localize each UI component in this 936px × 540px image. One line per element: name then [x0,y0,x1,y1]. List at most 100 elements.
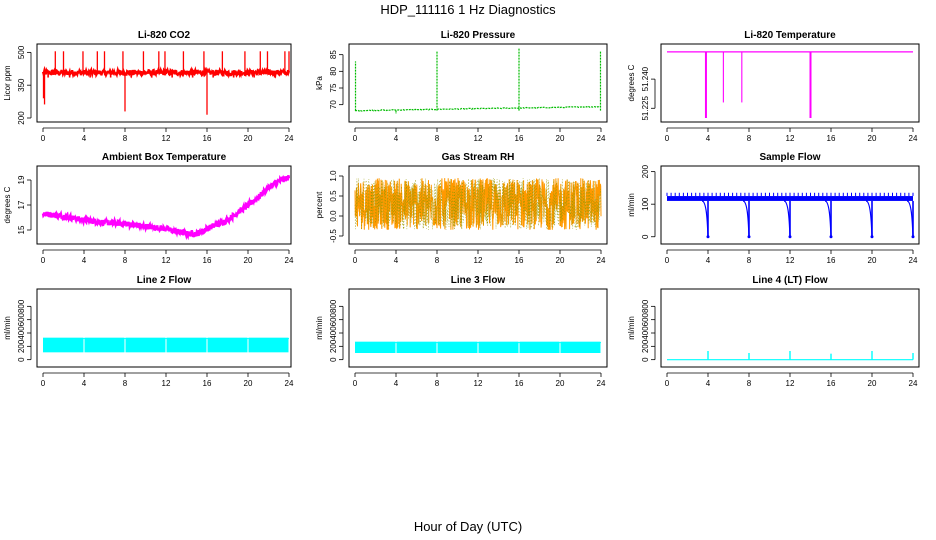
x-tick-label-1: 0 [353,379,358,388]
flow-segment-3 [125,337,166,353]
rh-series [354,177,602,230]
y-tick-label-2: 0.0 [329,210,338,222]
y-tick-label-3: 0.5 [329,190,338,202]
x-tick-label-1: 0 [41,256,46,265]
panel-ylabel: degrees C [627,64,636,101]
panel-frame [36,43,292,123]
x-tick-label-5: 16 [203,256,212,265]
panel-data [41,174,290,241]
flow-segment-2 [396,341,437,353]
x-tick-label-7: 24 [909,256,918,265]
x-tick-label-2: 4 [706,379,711,388]
x-tick-label-2: 4 [82,256,87,265]
x-tick-label-3: 8 [123,134,128,143]
y-tick-label-2: 100 [641,197,650,211]
panel-data [667,51,913,118]
panel-frame [660,165,920,245]
panel-title: Sample Flow [759,152,820,163]
y-tick-label-4: 600 [329,312,338,326]
flow-segment-3 [437,341,478,353]
x-tick-label-4: 12 [786,134,795,143]
panel-title: Gas Stream RH [442,152,515,163]
panel-data [354,48,602,114]
panel-frame [348,165,608,245]
flow-curve-4 [824,200,832,237]
y-tick-label-3: 80 [329,66,338,75]
y-tick-label-1: 15 [17,225,26,234]
x-tick-label-6: 20 [868,134,877,143]
x-tick-label-7: 24 [909,379,918,388]
x-tick-label-6: 20 [556,134,565,143]
y-tick-label-1: -0.5 [329,229,338,243]
panel-title: Li-820 Temperature [744,30,836,41]
x-tick-label-4: 12 [786,379,795,388]
panel-ylabel: percent [315,191,324,218]
x-tick-label-3: 8 [435,256,440,265]
x-tick-label-3: 8 [747,379,752,388]
pressure-series [354,105,602,112]
panel-frame [348,43,608,123]
x-tick-label-4: 12 [474,379,483,388]
flow-segment-1 [355,341,396,353]
x-tick-label-5: 16 [827,379,836,388]
chart-panel-2: Li-820 Pressure kPa 0 4 8 12 16 20 24 70 75 80 85 [315,30,608,143]
chart-panel-3: Li-820 Temperature degrees C 0 4 8 12 16 20 24 51… [627,30,920,143]
panel-ylabel: ml/min [3,316,12,340]
y-tick-label-3: 400 [641,326,650,340]
y-tick-label-4: 1.0 [329,170,338,182]
x-tick-label-5: 16 [515,134,524,143]
panel-data [666,192,915,239]
x-tick-label-2: 4 [394,379,399,388]
panel-title: Line 4 (LT) Flow [752,275,828,286]
x-tick-label-3: 8 [747,134,752,143]
y-tick-label-1: 200 [17,111,26,125]
panel-title: Li-820 CO2 [138,30,191,41]
chart-panel-5: Gas Stream RH percent 0 4 8 12 16 20 24 -0.5 0.0 0.… [315,152,608,265]
panel-data [354,177,602,231]
flow-segment-4 [478,341,519,353]
x-tick-label-4: 12 [162,256,171,265]
panel-frame [660,288,920,368]
x-tick-label-1: 0 [665,256,670,265]
panel-title: Li-820 Pressure [441,30,516,41]
flow-drop-point-1 [706,235,710,239]
y-tick-label-1: 0 [329,357,338,362]
panel-ylabel: Licor ppm [3,65,12,100]
flow-curve-5 [865,200,873,237]
x-tick-label-5: 16 [827,256,836,265]
y-tick-label-3: 400 [329,326,338,340]
panel-ylabel: ml/min [627,316,636,340]
x-tick-label-4: 12 [786,256,795,265]
flow-drop-point-5 [870,235,874,239]
y-tick-label-2: 17 [17,200,26,209]
flow-curve-2 [742,200,750,237]
x-tick-label-3: 8 [435,134,440,143]
flow-drop-point-4 [829,235,833,239]
chart-panel-8: Line 3 Flow ml/min 0 4 8 12 16 20 24 0 20040060080… [315,275,608,388]
y-tick-label-4: 85 [329,50,338,59]
x-tick-label-7: 24 [597,379,606,388]
panel-frame [36,165,292,245]
x-tick-label-3: 8 [123,379,128,388]
y-tick-label-3: 500 [17,45,26,59]
panel-data [43,337,289,353]
flow-drop-point-3 [788,235,792,239]
x-tick-label-1: 0 [353,134,358,143]
panel-data [355,341,601,353]
y-tick-label-5: 800 [641,299,650,313]
x-tick-label-5: 16 [515,379,524,388]
x-tick-label-2: 4 [706,256,711,265]
chart-panel-6: Sample Flow ml/min 0 4 8 12 16 20 24 0 100 200 [627,152,920,265]
y-tick-label-3: 400 [17,326,26,340]
x-tick-label-2: 4 [82,379,87,388]
x-tick-label-4: 12 [474,134,483,143]
panel-frame [36,288,292,368]
chart-panel-1: Li-820 CO2 Licor ppm 0 4 8 12 16 20 24 200 350 500 [3,30,294,143]
flow-curve-3 [783,200,791,237]
x-tick-label-6: 20 [868,256,877,265]
x-tick-label-1: 0 [353,256,358,265]
flow-curve-6 [906,200,914,237]
flow-curve-1 [701,200,709,237]
